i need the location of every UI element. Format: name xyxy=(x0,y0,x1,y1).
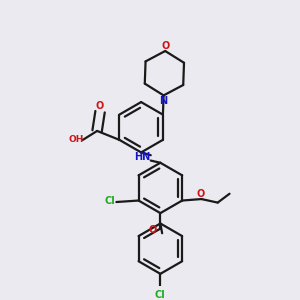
Text: N: N xyxy=(160,96,168,106)
Text: HN: HN xyxy=(134,152,150,162)
Text: OH: OH xyxy=(69,135,84,144)
Text: O: O xyxy=(197,189,205,199)
Text: O: O xyxy=(96,101,104,111)
Text: O: O xyxy=(148,225,157,235)
Text: Cl: Cl xyxy=(104,196,115,206)
Text: Cl: Cl xyxy=(155,290,166,300)
Text: O: O xyxy=(161,41,169,51)
